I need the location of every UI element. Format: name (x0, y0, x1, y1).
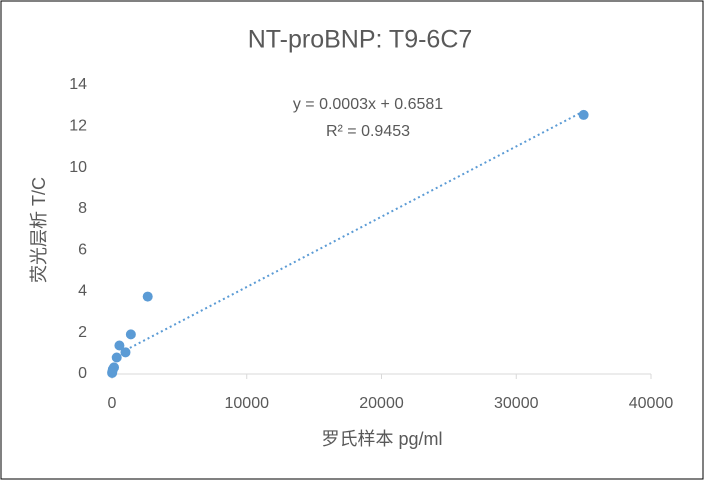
scatter-point (114, 340, 125, 351)
y-tick-label: 12 (69, 118, 87, 135)
x-tick-label: 20000 (359, 395, 404, 412)
scatter-point (107, 367, 118, 378)
trendline-r2: R² = 0.9453 (326, 123, 410, 140)
y-tick-label: 10 (69, 159, 87, 176)
y-tick-label: 2 (78, 324, 87, 341)
y-tick-label: 14 (69, 76, 87, 93)
y-tick-label: 0 (78, 365, 87, 382)
trendline (111, 110, 585, 359)
x-tick-label: 40000 (629, 395, 674, 412)
x-tick-label: 30000 (494, 395, 539, 412)
y-tick-label: 6 (78, 241, 87, 258)
y-tick-label: 4 (78, 283, 87, 300)
scatter-point (578, 109, 589, 120)
x-axis-label: 罗氏样本 pg/ml (321, 429, 442, 449)
chart-title: NT-proBNP: T9-6C7 (248, 26, 473, 54)
y-axis-label: 荧光层析 T/C (29, 177, 49, 283)
scatter-point (111, 352, 122, 363)
y-tick-label: 8 (78, 200, 87, 217)
scatter-point (125, 329, 136, 340)
x-tick-label: 10000 (225, 395, 270, 412)
scatter-point (120, 347, 131, 358)
x-tick-label: 0 (108, 395, 117, 412)
trendline-equation: y = 0.0003x + 0.6581 (293, 96, 443, 113)
scatter-point (142, 291, 153, 302)
